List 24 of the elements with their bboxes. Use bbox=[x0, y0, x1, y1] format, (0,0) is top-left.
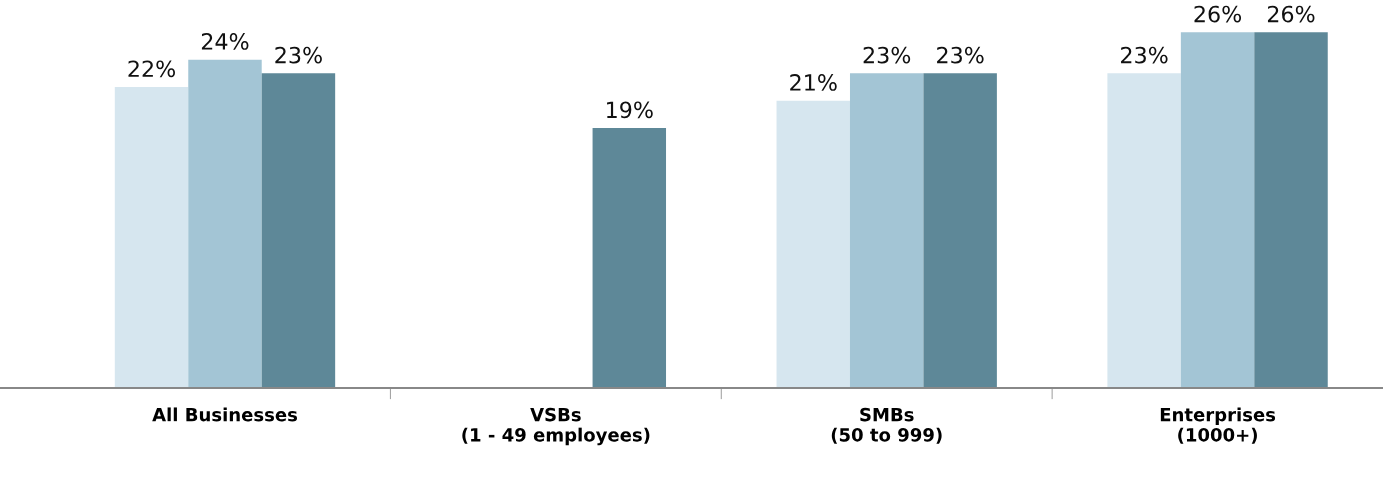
data-label: 26% bbox=[1194, 5, 1242, 23]
x-tick-label: SMBs (50 to 999) bbox=[831, 407, 942, 444]
x-tick-label: VSBs (1 - 49 employees) bbox=[462, 407, 650, 446]
data-label: 23% bbox=[275, 46, 322, 64]
bar bbox=[849, 73, 924, 388]
data-label: 22% bbox=[128, 60, 175, 78]
data-label: 26% bbox=[1267, 5, 1315, 23]
data-label: 21% bbox=[790, 74, 837, 91]
bar bbox=[261, 73, 336, 388]
data-label: 23% bbox=[863, 46, 911, 64]
bar bbox=[188, 59, 262, 388]
x-tick-label: All Businesses bbox=[152, 407, 298, 422]
bar bbox=[1254, 32, 1328, 388]
data-label: 23% bbox=[937, 46, 984, 64]
bar bbox=[1180, 32, 1255, 388]
data-label: 24% bbox=[201, 33, 249, 50]
bar bbox=[114, 87, 189, 388]
bar bbox=[923, 73, 997, 388]
x-tick-label: Enterprises (1000+) bbox=[1160, 407, 1276, 444]
data-label: 23% bbox=[1121, 46, 1168, 64]
bar bbox=[776, 100, 850, 388]
bar bbox=[592, 128, 667, 388]
bar bbox=[1107, 73, 1181, 388]
data-label: 19% bbox=[607, 101, 653, 119]
